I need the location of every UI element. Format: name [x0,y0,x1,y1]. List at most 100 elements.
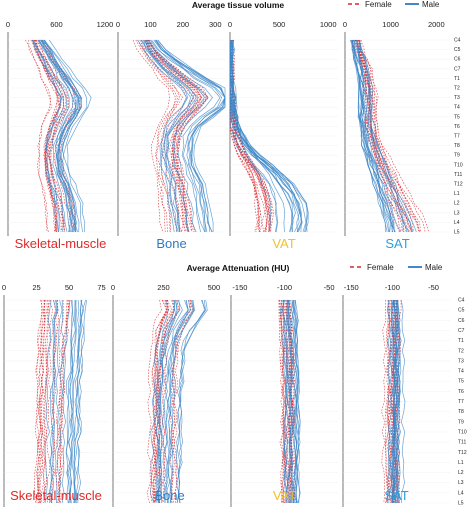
female-trace [149,39,209,233]
male-trace [387,299,391,504]
male-trace [144,39,199,233]
vertebra-label-C6: C6 [454,57,461,63]
female-trace [145,39,197,233]
female-trace [354,39,409,233]
male-trace [392,299,397,504]
female-trace [44,299,56,504]
legend-female-label: Female [365,0,392,9]
panel-label: Skeletal-muscle [10,488,102,503]
female-trace [135,39,179,233]
female-trace [132,39,170,233]
male-trace [40,39,79,233]
male-trace [168,299,195,504]
male-trace [44,39,82,233]
female-trace [34,299,44,504]
male-trace [355,39,410,233]
panel-label: SAT [385,236,409,251]
male-trace [155,39,226,233]
male-trace [287,299,294,504]
female-trace [229,39,270,233]
male-trace [148,39,213,233]
vertebra-label-L3: L3 [458,480,464,486]
male-trace [73,299,83,504]
male-trace [177,299,205,504]
male-trace [357,39,393,233]
x-tick-label: 1200 [97,20,114,29]
vertebra-label-T5: T5 [458,379,464,385]
x-tick-label: 300 [209,20,222,29]
panel-vat: 0 500 1000 VAT [228,20,338,251]
male-trace [73,299,82,504]
x-tick-label: 250 [157,283,170,292]
male-trace [393,299,398,504]
x-tick-label: 100 [144,20,157,29]
x-tick-label: -150 [344,283,359,292]
female-trace [170,299,191,504]
x-tick-label: 0 [111,283,115,292]
male-trace [159,299,183,503]
male-trace [359,39,408,233]
panel-sat: 0 1000 2000 SAT [343,20,450,251]
male-trace [390,299,396,504]
female-trace [58,299,70,504]
male-trace [42,39,82,233]
male-trace [293,299,299,504]
female-trace [229,40,272,233]
male-trace [352,39,404,233]
vertebra-label-L3: L3 [454,210,460,216]
panel-bone: 0 100 200 300 Bone [116,20,226,251]
male-trace [140,39,195,233]
male-trace [41,39,77,233]
male-trace [143,39,197,233]
male-trace [395,299,400,504]
vertebra-label-T4: T4 [458,369,464,375]
vertebra-label-C5: C5 [458,308,465,314]
x-tick-label: 50 [65,283,73,292]
male-trace [351,39,393,233]
vertebra-label-T2: T2 [454,86,460,92]
vertebra-label-T2: T2 [458,348,464,354]
vertebra-label-T8: T8 [454,143,460,149]
male-trace [294,299,301,504]
vertebra-label-T7: T7 [454,134,460,140]
x-tick-label: -50 [324,283,335,292]
attenuation-chart: Average Attenuation (HU) Female Male C4 C5 C6… [2,263,467,507]
vertebra-label-T10: T10 [458,429,467,435]
female-trace [157,299,175,504]
vertebra-label-T11: T11 [454,172,462,178]
panel-skeletal-muscle: 0 25 50 75 Skeletal-muscle [2,283,108,507]
male-trace [400,299,406,504]
x-tick-label: 600 [50,20,63,29]
female-trace [229,39,262,233]
male-trace [177,299,208,504]
panel-vat: -150 -100 -50 VAT [230,283,338,507]
male-trace [69,299,77,504]
male-trace [282,299,288,504]
male-trace [155,299,176,504]
panel-label: Bone [154,488,184,503]
female-trace [146,299,162,504]
vertebra-label-T3: T3 [454,95,460,101]
panel-label: VAT [273,488,296,503]
male-trace [38,39,70,233]
female-trace [278,299,284,504]
male-trace [48,299,57,504]
male-trace [149,299,169,504]
male-trace [166,299,194,504]
female-trace [140,39,176,233]
female-trace [282,299,290,504]
x-tick-label: 500 [273,20,286,29]
male-trace [141,39,192,233]
chart-title: Average Attenuation (HU) [187,263,290,273]
x-tick-label: 0 [6,20,10,29]
vertebra-label-T3: T3 [458,358,464,364]
female-trace [229,39,272,233]
vertebra-label-C5: C5 [454,47,461,53]
female-trace [41,299,50,504]
female-trace [279,299,287,504]
vertebra-label-T5: T5 [454,114,460,120]
vertebra-label-L5: L5 [458,501,464,507]
male-trace [50,299,59,504]
male-trace [32,39,68,233]
vertebra-label-L5: L5 [454,230,460,236]
